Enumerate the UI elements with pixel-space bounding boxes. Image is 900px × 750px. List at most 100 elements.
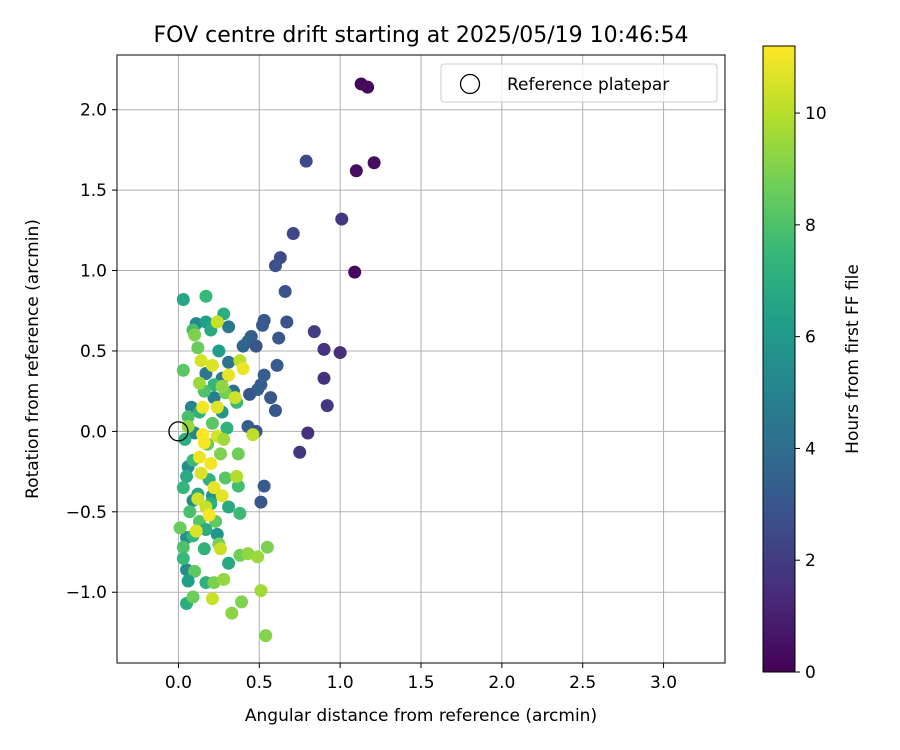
data-point (189, 524, 203, 538)
reference-platepar-marker (168, 421, 189, 442)
data-point (191, 492, 205, 506)
data-point (188, 564, 202, 578)
data-point (188, 328, 202, 342)
data-point (270, 358, 284, 372)
data-point (249, 339, 263, 353)
colorbar-tick-label: 0 (805, 663, 816, 683)
data-point (205, 358, 219, 372)
data-point (246, 428, 260, 442)
data-point (264, 391, 278, 405)
data-point (212, 344, 226, 358)
data-point (231, 447, 245, 461)
data-point (213, 447, 227, 461)
colorbar-label: Hours from first FF file (843, 264, 863, 454)
data-point (220, 421, 234, 435)
data-point (236, 362, 250, 376)
data-point (307, 325, 321, 339)
y-tick-label: −1.0 (66, 583, 107, 603)
colorbar-tick-label: 6 (805, 328, 816, 348)
data-point (186, 590, 200, 604)
data-point (268, 403, 282, 417)
y-tick-label: 0.0 (80, 422, 107, 442)
colorbar-tick-label: 10 (805, 104, 827, 124)
data-point (236, 339, 250, 353)
data-point (191, 341, 205, 355)
data-point (251, 550, 265, 564)
data-point (230, 469, 244, 483)
data-point (176, 481, 190, 495)
data-point (235, 595, 249, 609)
data-point (205, 416, 219, 430)
data-point (207, 481, 221, 495)
data-point (210, 400, 224, 414)
data-point (217, 572, 231, 586)
data-point (222, 320, 236, 334)
data-point (192, 450, 206, 464)
data-point (183, 505, 197, 519)
data-point (199, 289, 213, 303)
x-tick-label: 0.5 (246, 673, 273, 693)
data-point (268, 259, 282, 273)
data-point (180, 469, 194, 483)
data-point (210, 527, 224, 541)
data-point (272, 331, 286, 345)
colorbar-tick-label: 8 (805, 216, 816, 236)
chart-title: FOV centre drift starting at 2025/05/19 … (154, 23, 689, 48)
data-point (257, 479, 271, 493)
data-point (293, 445, 307, 459)
data-point (222, 355, 236, 369)
colorbar-tick-label: 4 (805, 439, 816, 459)
data-point (243, 387, 257, 401)
data-point (320, 399, 334, 413)
data-point (259, 629, 273, 643)
data-point (205, 592, 219, 606)
data-point (181, 410, 195, 424)
data-point (199, 522, 213, 536)
data-point (194, 354, 208, 368)
data-point (225, 606, 239, 620)
legend: Reference platepar (440, 63, 718, 103)
data-point (215, 489, 229, 503)
x-tick-label: 0.0 (165, 673, 192, 693)
data-point (335, 212, 349, 226)
data-point (176, 540, 190, 554)
legend-box (440, 63, 718, 103)
data-point (280, 315, 294, 329)
data-points (168, 77, 381, 643)
data-point (301, 426, 315, 440)
data-point (181, 574, 195, 588)
data-point (215, 379, 229, 393)
grid-lines (117, 55, 725, 663)
y-axis-ticks: −1.0 −0.5 0.0 0.5 1.0 1.5 2.0 (66, 101, 117, 603)
data-point (173, 521, 187, 535)
y-tick-label: −0.5 (66, 503, 107, 523)
data-point (197, 542, 211, 556)
data-point (210, 315, 224, 329)
data-point (222, 368, 236, 382)
data-point (254, 584, 268, 598)
data-point (194, 466, 208, 480)
data-point (228, 391, 242, 405)
data-point (361, 80, 375, 94)
data-point (299, 154, 313, 168)
data-point (197, 436, 211, 450)
y-tick-label: 1.0 (80, 262, 107, 282)
data-point (181, 420, 195, 434)
data-point (218, 471, 232, 485)
data-point (286, 227, 300, 241)
colorbar-ticks: 0 2 4 6 8 10 (795, 104, 827, 683)
data-point (178, 432, 192, 446)
data-point (317, 371, 331, 385)
data-point (196, 400, 210, 414)
x-tick-label: 2.0 (488, 673, 515, 693)
data-point (349, 164, 363, 178)
y-tick-label: 1.5 (80, 181, 107, 201)
data-point (367, 156, 381, 170)
data-point (333, 346, 347, 360)
data-point (192, 376, 206, 390)
colorbar-tick-label: 2 (805, 551, 816, 571)
data-point (260, 540, 274, 554)
data-point (348, 265, 362, 279)
data-point (317, 342, 331, 356)
